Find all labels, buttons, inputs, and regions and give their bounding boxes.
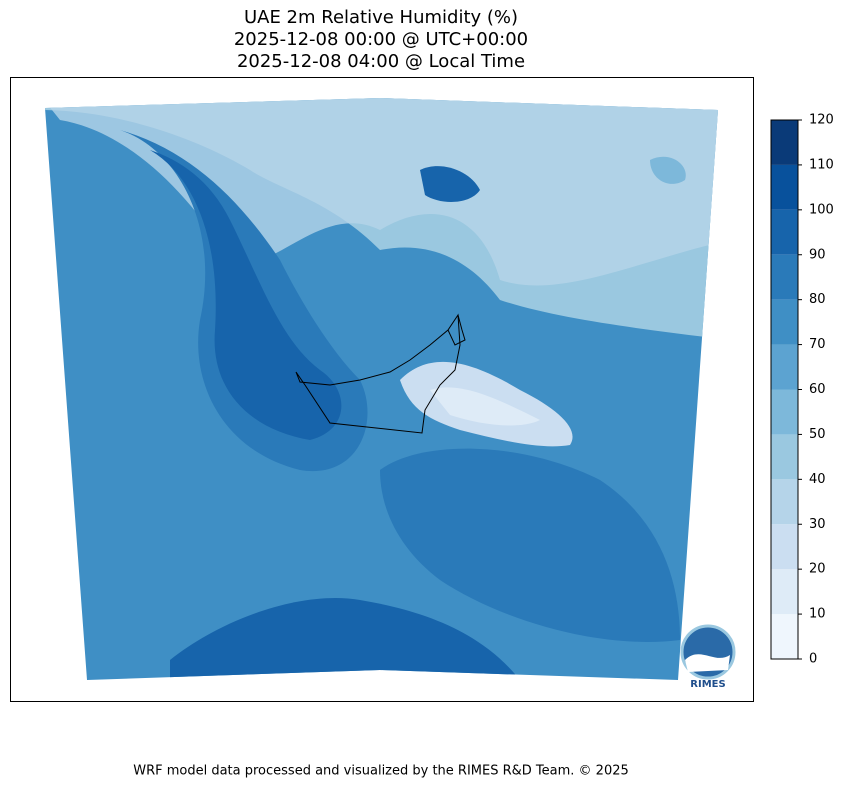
title-line: 2025-12-08 00:00 @ UTC+00:00 bbox=[234, 29, 528, 50]
colorbar-tick-label: 80 bbox=[809, 292, 826, 307]
colorbar-tick-label: 70 bbox=[809, 337, 826, 352]
colorbar-segment bbox=[771, 164, 798, 210]
colorbar-segment bbox=[771, 389, 798, 435]
colorbar-tick-label: 60 bbox=[809, 382, 826, 397]
logo-text: RIMES bbox=[690, 679, 725, 690]
colorbar-tick-label: 120 bbox=[809, 113, 834, 128]
colorbar-tick-label: 30 bbox=[809, 517, 826, 532]
colorbar-tick-label: 0 bbox=[809, 652, 817, 667]
colorbar-tick-label: 100 bbox=[809, 202, 834, 217]
colorbar-tick-label: 90 bbox=[809, 247, 826, 262]
colorbar-tick-label: 110 bbox=[809, 157, 834, 172]
colorbar-segment bbox=[771, 614, 798, 659]
colorbar-segment bbox=[771, 434, 798, 480]
colorbar-segment bbox=[771, 479, 798, 525]
footer: WRF model data processed and visualized … bbox=[133, 764, 629, 779]
humidity-field bbox=[45, 98, 718, 680]
colorbar: 0 10 20 30 40 50 60 70 80 90 100 110 120 bbox=[770, 113, 834, 667]
colorbar-tick-label: 50 bbox=[809, 427, 826, 442]
colorbar-segment bbox=[771, 120, 798, 165]
oman-border bbox=[447, 314, 466, 346]
map-frame bbox=[10, 77, 754, 702]
colorbar-tick-label: 20 bbox=[809, 562, 826, 577]
colorbar-segment bbox=[771, 299, 798, 345]
colorbar-tick-label: 10 bbox=[809, 607, 826, 622]
colorbar-segment bbox=[771, 344, 798, 390]
title-line: UAE 2m Relative Humidity (%) bbox=[244, 7, 518, 28]
title-line: 2025-12-08 04:00 @ Local Time bbox=[237, 51, 525, 72]
colorbar-segment bbox=[771, 209, 798, 255]
colorbar-segment bbox=[771, 254, 798, 300]
logo: RIMES bbox=[680, 624, 736, 690]
colorbar-tick-label: 40 bbox=[809, 472, 826, 487]
colorbar-segment bbox=[771, 524, 798, 570]
colorbar-segment bbox=[771, 569, 798, 615]
